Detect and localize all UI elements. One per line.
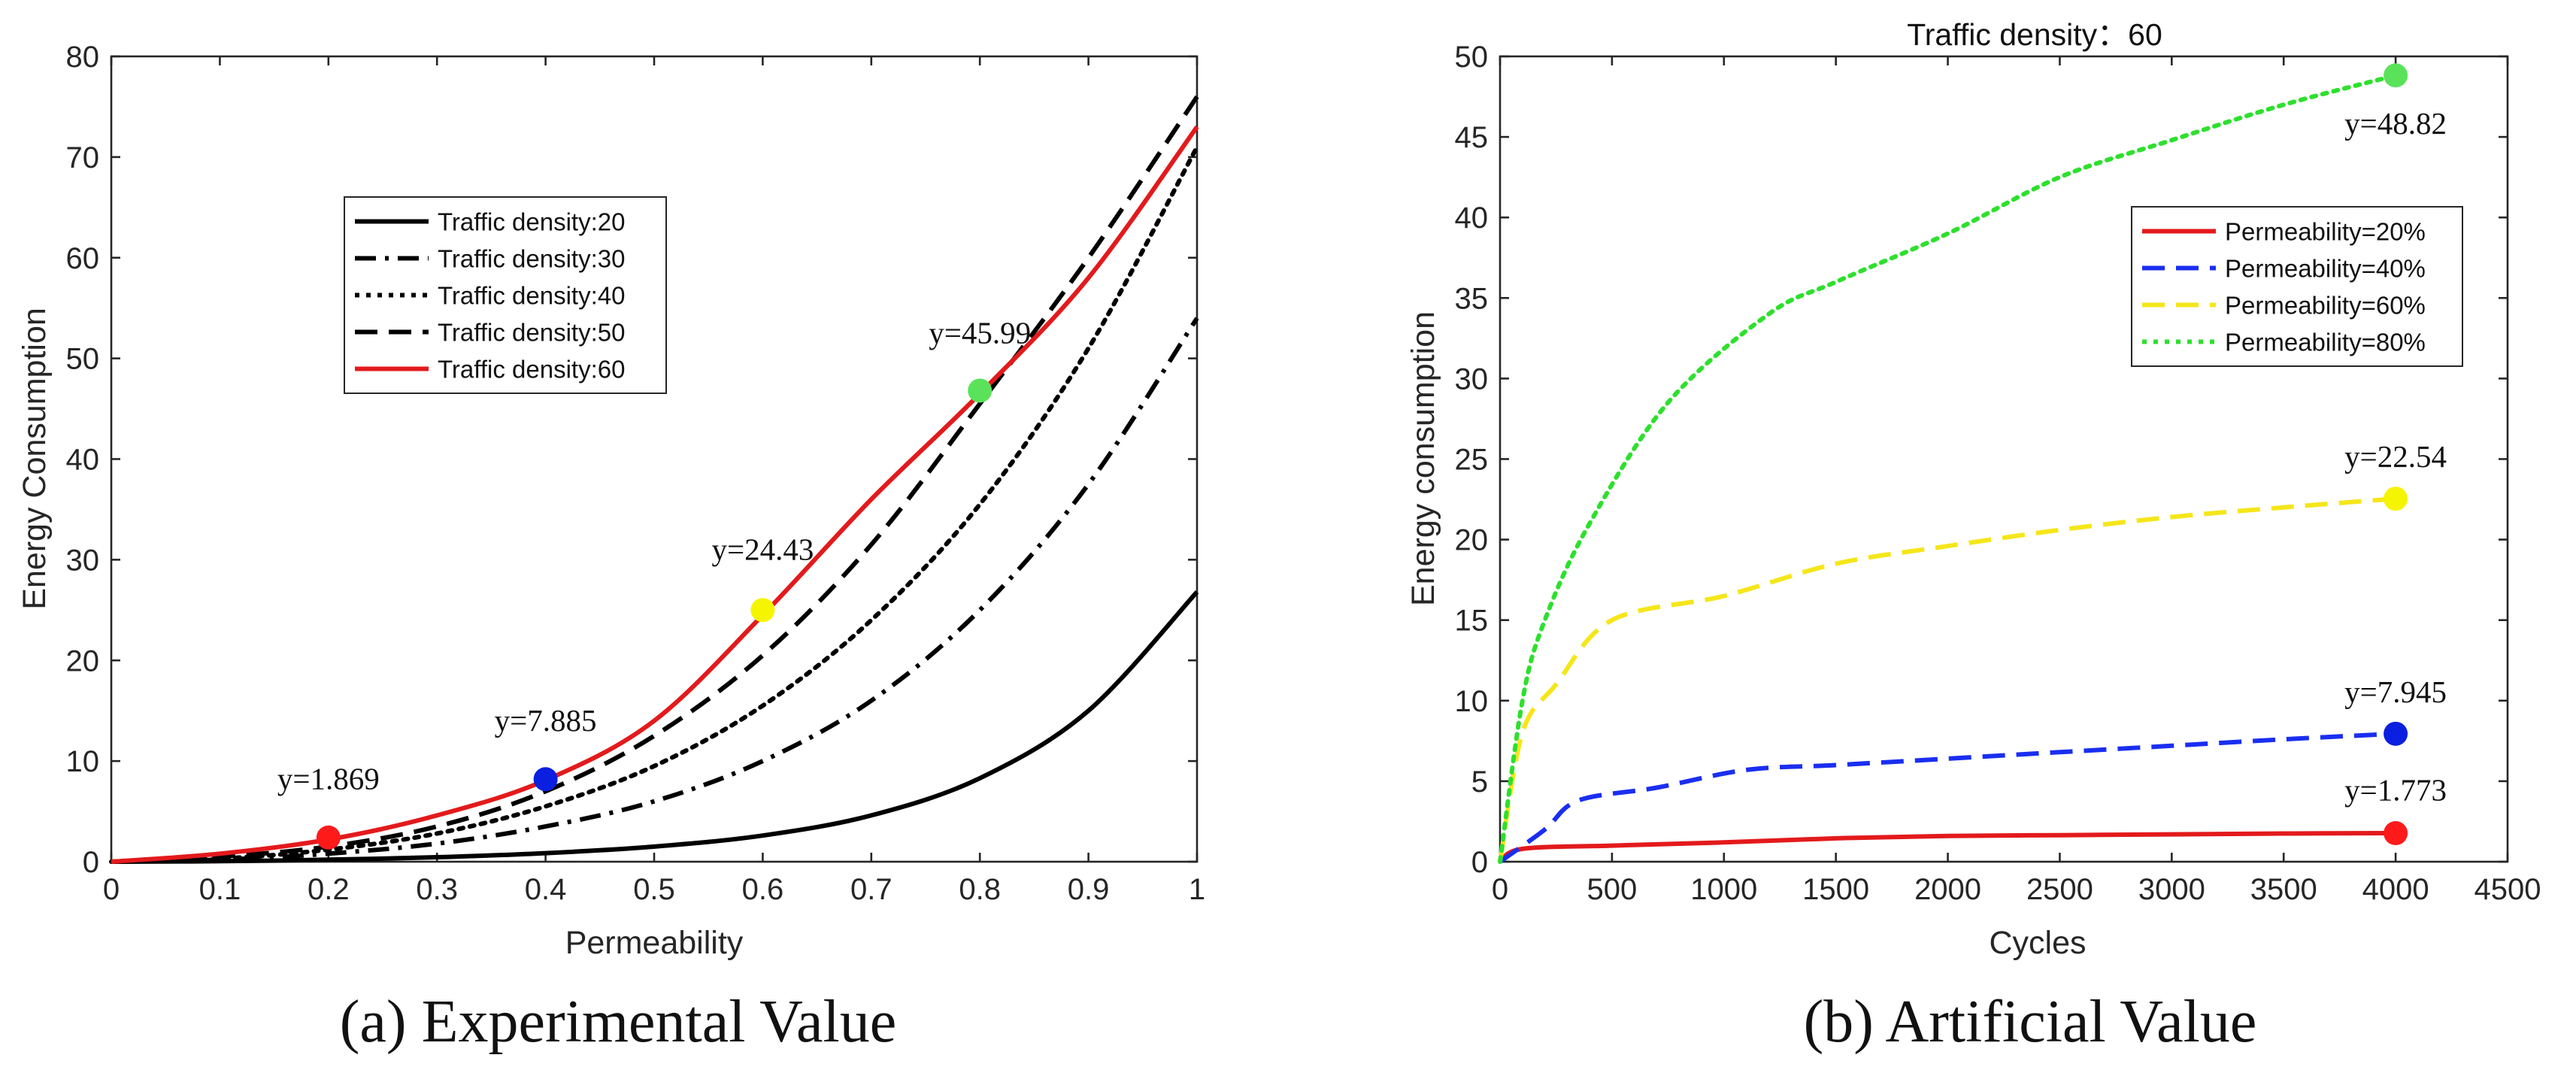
marker-annotation-1: y=1.773 xyxy=(2344,773,2447,808)
series-line-1 xyxy=(1499,831,2396,864)
marker-annotation-4: y=48.82 xyxy=(2344,106,2447,141)
legend-entry-2: Permeability=40% xyxy=(2225,255,2426,283)
x-tick-label: 1000 xyxy=(1690,873,1757,906)
legend-box xyxy=(344,196,667,394)
legend-entry-3: Traffic density:40 xyxy=(438,282,625,310)
x-tick-label: 4000 xyxy=(2362,873,2429,906)
marker-annotation-4: y=45.99 xyxy=(929,316,1031,350)
series-line-2 xyxy=(111,317,1199,864)
chart-b-title: Traffic density：60 xyxy=(1907,17,2162,52)
legend-entry-4: Traffic density:50 xyxy=(438,319,625,347)
highlight-marker-4 xyxy=(968,378,993,403)
x-tick-label: 0.1 xyxy=(199,873,241,906)
highlight-marker-3 xyxy=(2384,487,2408,511)
highlight-marker-2 xyxy=(533,767,558,792)
series-line-3 xyxy=(1498,496,2396,862)
y-tick-label: 10 xyxy=(66,745,100,778)
chart-a-experimental: 0 0.1 0.2 0.3 0.4 0.5 0.6 0.7 0.8 0.9 101020304050… xyxy=(66,41,1206,906)
x-tick-label: 3500 xyxy=(2250,873,2317,906)
x-tick-label: 0.5 xyxy=(633,873,675,906)
series-line-4 xyxy=(111,95,1199,864)
series-line-5 xyxy=(111,125,1199,864)
series-line-2 xyxy=(1499,731,2396,864)
x-tick-label: 500 xyxy=(1587,873,1638,906)
marker-annotation-2: y=7.945 xyxy=(2344,674,2447,709)
y-tick-label: 0 xyxy=(83,846,99,879)
x-tick-label: 0 xyxy=(103,873,120,906)
caption-b: (b) Artificial Value xyxy=(1804,989,2257,1055)
x-tick-label: 3000 xyxy=(2138,873,2205,906)
y-tick-label: 10 xyxy=(1455,685,1489,718)
y-tick-label: 45 xyxy=(1455,121,1489,154)
legend: Permeability=20% Permeability=40% Permeabi… xyxy=(2131,206,2463,367)
marker-annotation-2: y=7.885 xyxy=(495,703,597,738)
x-tick-label: 0.4 xyxy=(525,873,567,906)
series-line-4 xyxy=(1498,73,2399,864)
chart-b-artificial: 0 500 1000 1500 2000 2500 3000 3500 4000 4500 0 5 10… xyxy=(1455,41,2541,906)
series-line-3 xyxy=(109,144,1199,864)
y-tick-label: 15 xyxy=(1455,605,1489,638)
legend-entry-3: Permeability=60% xyxy=(2225,292,2426,320)
caption-a: (a) Experimental Value xyxy=(340,989,896,1055)
y-tick-label: 80 xyxy=(66,41,100,74)
chart-a-ylabel: Energy Consumption xyxy=(17,308,53,610)
y-tick-label: 50 xyxy=(1455,41,1489,74)
x-tick-label: 2500 xyxy=(2026,873,2093,906)
y-tick-label: 30 xyxy=(66,544,100,577)
y-tick-label: 30 xyxy=(1455,362,1489,396)
y-tick-label: 35 xyxy=(1455,282,1489,315)
legend-entry-1: Permeability=20% xyxy=(2225,218,2426,246)
x-tick-label: 0.8 xyxy=(959,873,1001,906)
chart-a-xlabel: Permeability xyxy=(565,925,744,961)
series-line-1 xyxy=(111,590,1199,864)
x-tick-label: 0.2 xyxy=(308,873,350,906)
highlight-marker-3 xyxy=(750,598,775,623)
legend-entry-4: Permeability=80% xyxy=(2225,329,2426,356)
y-tick-label: 20 xyxy=(1455,524,1489,557)
x-tick-label: 0.7 xyxy=(850,873,893,906)
y-tick-label: 25 xyxy=(1455,444,1489,477)
y-tick-label: 40 xyxy=(66,444,100,477)
highlight-marker-1 xyxy=(316,825,341,850)
y-tick-label: 0 xyxy=(1471,846,1488,879)
chart-b-xlabel: Cycles xyxy=(1989,925,2086,961)
marker-annotation-3: y=24.43 xyxy=(711,532,814,566)
x-tick-label: 1 xyxy=(1189,873,1205,906)
legend-entry-5: Traffic density:60 xyxy=(438,356,625,383)
legend-entry-1: Traffic density:20 xyxy=(438,208,625,236)
y-tick-label: 40 xyxy=(1455,202,1489,235)
x-tick-label: 0.3 xyxy=(416,873,458,906)
y-tick-label: 60 xyxy=(66,242,100,275)
x-tick-label: 2000 xyxy=(1914,873,1981,906)
marker-annotation-1: y=1.869 xyxy=(277,762,380,796)
x-tick-label: 1500 xyxy=(1802,873,1869,906)
y-tick-label: 5 xyxy=(1471,765,1488,799)
legend-entry-2: Traffic density:30 xyxy=(438,245,625,273)
marker-annotation-3: y=22.54 xyxy=(2344,439,2447,474)
y-tick-label: 70 xyxy=(66,141,100,174)
y-tick-label: 20 xyxy=(66,644,100,677)
x-tick-label: 0.9 xyxy=(1068,873,1110,906)
highlight-marker-2 xyxy=(2384,721,2408,746)
x-tick-label: 0.6 xyxy=(742,873,784,906)
plot-frame xyxy=(110,55,1199,863)
x-tick-label: 4500 xyxy=(2474,873,2541,906)
x-tick-label: 0 xyxy=(1492,873,1508,906)
chart-b-ylabel: Energy consumption xyxy=(1405,311,1441,606)
highlight-marker-4 xyxy=(2384,63,2408,88)
legend: Traffic density:20 Traffic density:30 Traf… xyxy=(344,196,667,394)
y-tick-label: 50 xyxy=(66,343,100,376)
highlight-marker-1 xyxy=(2384,821,2408,846)
